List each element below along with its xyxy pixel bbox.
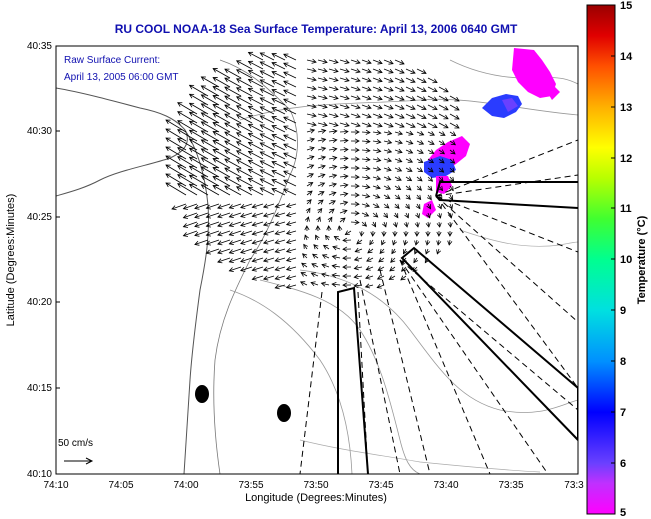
colorbar-tick: 12 <box>620 153 632 165</box>
y-tick-label: 40:10 <box>27 469 52 480</box>
x-tick-label: 73:40 <box>433 480 458 491</box>
colorbar-tick: 11 <box>620 203 632 215</box>
x-tick-label: 73:45 <box>368 480 393 491</box>
transect-boxes <box>337 181 578 474</box>
current-vectors <box>165 51 460 290</box>
x-tick-label: 73:35 <box>498 480 523 491</box>
colorbar-tick: 10 <box>620 254 632 266</box>
colorbar: 15 14 13 12 11 10 9 8 7 6 5 Temperature … <box>586 0 648 519</box>
y-tick-label: 40:15 <box>27 383 52 394</box>
y-axis-label: Latitude (Degrees:Minutes) <box>5 194 17 327</box>
colorbar-tick: 15 <box>620 0 632 12</box>
scale-arrow <box>64 457 94 465</box>
colorbar-tick: 6 <box>620 458 626 470</box>
bathy-contour-2 <box>259 279 421 474</box>
y-axis: 40:35 40:30 40:25 40:20 40:15 40:10 <box>27 41 60 480</box>
x-axis: 74:10 74:05 74:00 73:55 73:50 73:45 73:4… <box>43 480 584 491</box>
colorbar-tick: 9 <box>620 305 626 317</box>
colorbar-label: Temperature (°C) <box>636 215 648 304</box>
colorbar-tick: 8 <box>620 356 626 368</box>
colorbar-tick: 5 <box>620 507 626 519</box>
figure-title: RU COOL NOAA-18 Sea Surface Temperature:… <box>115 22 518 36</box>
y-tick-label: 40:20 <box>27 297 52 308</box>
colorbar-gradient <box>586 4 616 515</box>
x-tick-label: 74:05 <box>108 480 133 491</box>
x-tick-label: 73:3 <box>564 480 584 491</box>
bathy-contour-4 <box>239 98 578 121</box>
annotation-line1: Raw Surface Current: <box>64 55 160 66</box>
x-tick-label: 73:55 <box>238 480 263 491</box>
x-tick-label: 74:00 <box>173 480 198 491</box>
x-tick-label: 73:50 <box>303 480 328 491</box>
colorbar-tick: 7 <box>620 407 626 419</box>
annotation-line2: April 13, 2005 06:00 GMT <box>64 72 179 83</box>
station-marker-2 <box>277 404 291 422</box>
bathy-contour-6 <box>299 439 541 473</box>
y-tick-label: 40:30 <box>27 126 52 137</box>
colorbar-tick: 13 <box>620 102 632 114</box>
x-tick-label: 74:10 <box>43 480 68 491</box>
station-marker-1 <box>195 385 209 403</box>
plot-area <box>56 46 578 474</box>
plot-frame <box>55 45 579 475</box>
x-axis-label: Longitude (Degrees:Minutes) <box>245 492 387 504</box>
scale-label: 50 cm/s <box>58 438 93 449</box>
colorbar-tick: 14 <box>620 51 633 63</box>
bathy-contour-1 <box>229 289 353 474</box>
y-tick-label: 40:35 <box>27 41 52 52</box>
y-tick-label: 40:25 <box>27 212 52 223</box>
